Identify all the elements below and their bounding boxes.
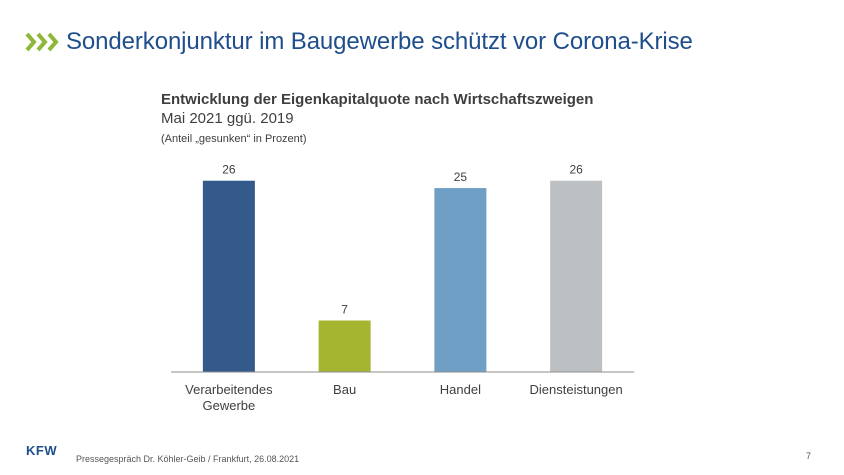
category-label-2: Handel (440, 382, 481, 397)
data-label-3: 26 (569, 163, 583, 177)
category-label-3: Diensteistungen (530, 382, 623, 397)
data-label-1: 7 (341, 303, 348, 317)
footer-text: Pressegespräch Dr. Köhler-Geib / Frankfu… (76, 454, 300, 464)
chart-note: (Anteil „gesunken“ in Prozent) (161, 133, 307, 145)
page-number: 7 (806, 451, 812, 461)
bar-1 (318, 320, 371, 372)
bar-0 (202, 180, 255, 372)
chevron-arrows-icon (25, 32, 59, 52)
data-label-2: 25 (454, 170, 468, 184)
category-label-1: Bau (333, 382, 356, 397)
chart-subtitle: Mai 2021 ggü. 2019 (161, 110, 294, 127)
kfw-logo: KFW (26, 443, 58, 458)
bar-2 (434, 188, 487, 372)
chart-title: Entwicklung der Eigenkapitalquote nach W… (161, 91, 594, 108)
data-label-0: 26 (222, 163, 236, 177)
bar-3 (550, 180, 603, 372)
slide-title: Sonderkonjunktur im Baugewerbe schützt v… (66, 28, 693, 55)
category-label-0: Verarbeitendes Gewerbe (185, 382, 273, 413)
title-row: Sonderkonjunktur im Baugewerbe schützt v… (24, 24, 693, 60)
